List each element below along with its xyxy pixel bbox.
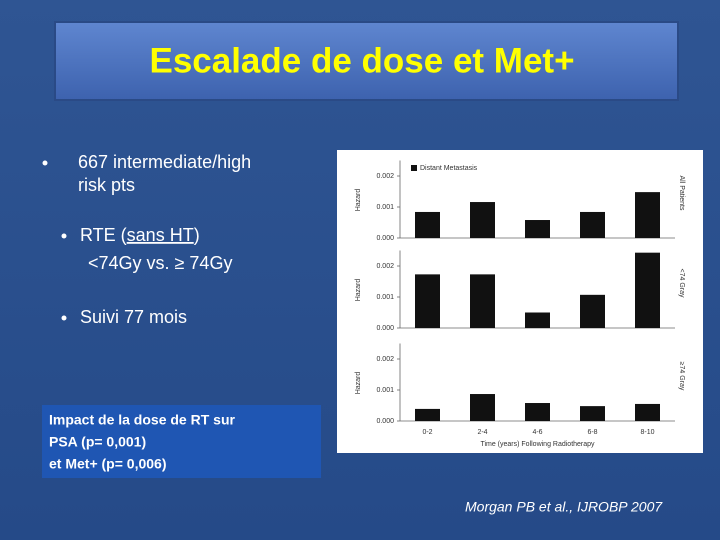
x-tick-label: 8-10 bbox=[640, 429, 654, 436]
note-box bbox=[42, 405, 321, 478]
x-tick-label: 6-8 bbox=[587, 429, 597, 436]
y-axis-label: Hazard bbox=[355, 372, 362, 395]
note-text: PSA (p= 0,001) bbox=[49, 434, 146, 450]
bullet-span: ) bbox=[194, 225, 200, 245]
y-axis-label: Hazard bbox=[355, 279, 362, 302]
y-tick-label: 0.002 bbox=[376, 173, 394, 180]
y-tick-label: 0.001 bbox=[376, 294, 394, 301]
legend-text: Distant Metastasis bbox=[420, 165, 478, 172]
bullet-span: RTE ( bbox=[80, 225, 127, 245]
bar bbox=[470, 274, 495, 328]
bullet-text: RTE (sans HT) bbox=[80, 225, 200, 245]
title-box bbox=[54, 21, 679, 101]
bullet-span: sans HT bbox=[127, 225, 194, 245]
panel-label: All Patients bbox=[678, 175, 685, 211]
bullet-dot bbox=[42, 160, 48, 166]
panel-label: <74 Gray bbox=[678, 269, 685, 298]
title: Escalade de dose et Met+ bbox=[149, 41, 574, 80]
y-tick-label: 0.001 bbox=[376, 387, 394, 394]
y-tick-label: 0.002 bbox=[376, 263, 394, 270]
x-tick-label: 0-2 bbox=[422, 429, 432, 436]
bar bbox=[415, 211, 440, 238]
bullet-text: Suivi 77 mois bbox=[80, 307, 187, 327]
bar bbox=[525, 403, 550, 421]
x-tick-label: 4-6 bbox=[532, 429, 542, 436]
panel-label: ≥74 Gray bbox=[678, 362, 685, 391]
y-tick-label: 0.000 bbox=[376, 235, 394, 242]
bar bbox=[415, 274, 440, 328]
bar bbox=[580, 211, 605, 238]
y-axis-label: Hazard bbox=[355, 189, 362, 212]
bullet-text: 667 intermediate/high bbox=[78, 152, 251, 172]
y-tick-label: 0.000 bbox=[376, 418, 394, 425]
bar bbox=[635, 192, 660, 238]
y-tick-label: 0.001 bbox=[376, 204, 394, 211]
bar bbox=[525, 312, 550, 328]
bar bbox=[635, 252, 660, 328]
x-tick-label: 2-4 bbox=[477, 429, 487, 436]
note-text: et Met+ (p= 0,006) bbox=[49, 456, 167, 472]
bar bbox=[580, 294, 605, 328]
note-text: Impact de la dose de RT sur bbox=[49, 412, 235, 428]
bar bbox=[635, 403, 660, 421]
y-tick-label: 0.000 bbox=[376, 325, 394, 332]
bar bbox=[470, 202, 495, 238]
bullet-dot bbox=[61, 315, 67, 321]
bar bbox=[525, 220, 550, 238]
citation: Morgan PB et al., IJROBP 2007 bbox=[465, 499, 663, 515]
bullet-text: risk pts bbox=[78, 175, 135, 195]
y-tick-label: 0.002 bbox=[376, 356, 394, 363]
bar bbox=[415, 408, 440, 421]
x-axis-label: Time (years) Following Radiotherapy bbox=[480, 441, 595, 448]
bar bbox=[580, 406, 605, 421]
bar bbox=[470, 394, 495, 421]
legend-swatch bbox=[411, 165, 417, 171]
bullet-dot bbox=[61, 233, 67, 239]
bullet-text: <74Gy vs. ≥ 74Gy bbox=[88, 253, 232, 273]
